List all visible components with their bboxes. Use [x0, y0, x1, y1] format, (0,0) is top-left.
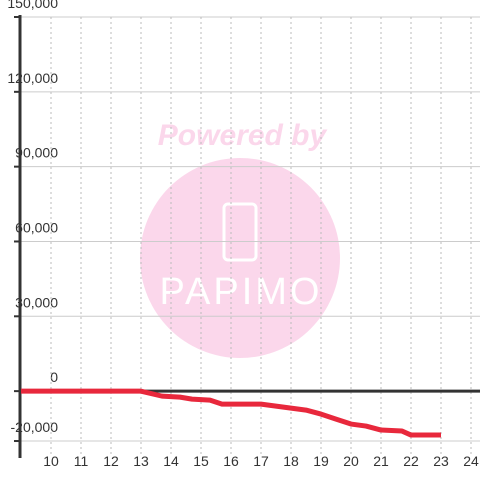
x-tick-label: 13 [133, 453, 149, 469]
x-tick-label: 21 [373, 453, 389, 469]
x-tick-label: 24 [463, 453, 479, 469]
y-tick-label: 90,000 [15, 145, 58, 161]
watermark-text: Powered by [158, 119, 328, 152]
watermark-logo: PAPIMO [160, 271, 323, 313]
watermark-circle [140, 158, 340, 358]
y-tick-label: 60,000 [15, 219, 58, 235]
x-tick-label: 18 [283, 453, 299, 469]
x-tick-label: 20 [343, 453, 359, 469]
y-tick-label: 150,000 [7, 0, 58, 11]
y-tick-label: -20,000 [11, 419, 59, 435]
x-tick-label: 10 [43, 453, 59, 469]
watermark: Powered by PAPIMO [140, 119, 340, 358]
x-tick-label: 14 [163, 453, 179, 469]
watermark-icon [222, 202, 258, 262]
x-tick-label: 16 [223, 453, 239, 469]
y-tick-label: 30,000 [15, 294, 58, 310]
x-tick-label: 17 [253, 453, 269, 469]
x-tick-label: 19 [313, 453, 329, 469]
y-tick-label: 0 [50, 369, 58, 385]
x-tick-label: 15 [193, 453, 209, 469]
x-tick-label: 23 [433, 453, 449, 469]
x-tick-label: 22 [403, 453, 419, 469]
line-series [21, 388, 441, 438]
x-tick-label: 12 [103, 453, 119, 469]
x-tick-label: 11 [74, 453, 89, 469]
